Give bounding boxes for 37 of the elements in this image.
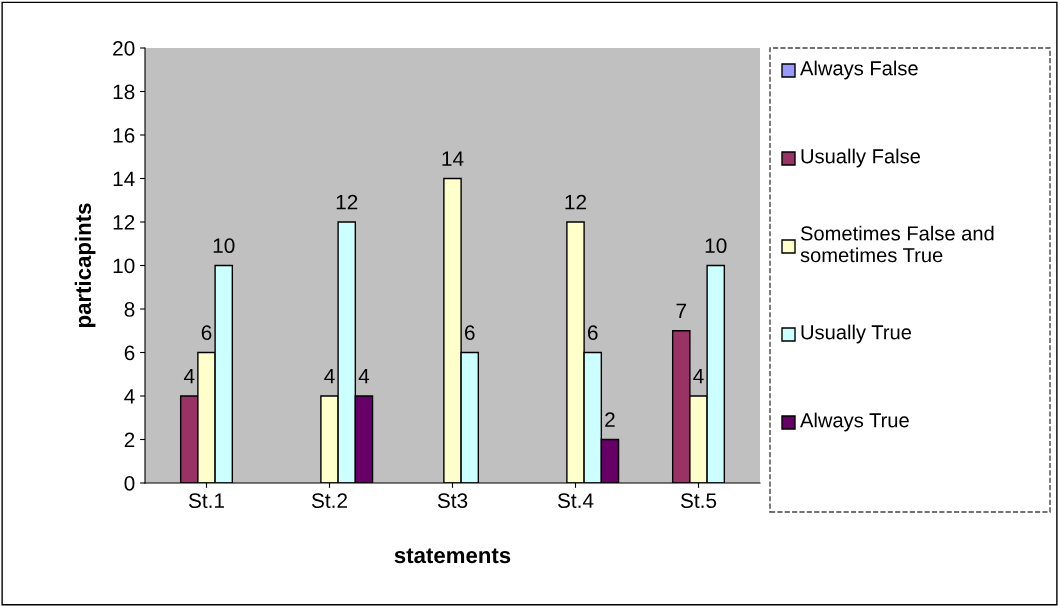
legend-label: Usually True — [801, 324, 912, 344]
x-tick-label: St.4 — [557, 493, 594, 509]
data-label: 10 — [213, 238, 235, 254]
y-axis-title: particapints — [74, 203, 96, 328]
legend-label: Always True — [800, 412, 909, 432]
y-tick-label: 2 — [124, 432, 135, 448]
x-tick-label: St.5 — [680, 493, 717, 509]
data-label: 2 — [605, 412, 615, 427]
y-tick-label: 10 — [113, 258, 135, 274]
data-label: 4 — [324, 369, 335, 384]
data-label: 12 — [336, 194, 358, 210]
y-tick-label: 16 — [113, 128, 135, 143]
data-label: 6 — [201, 325, 212, 341]
y-tick-label: 12 — [113, 215, 135, 230]
y-tick-label: 4 — [124, 389, 135, 404]
x-tick-label: St3 — [437, 493, 468, 509]
y-tick-label: 18 — [113, 84, 135, 100]
data-label: 10 — [705, 238, 727, 254]
data-label: 12 — [565, 194, 587, 210]
y-tick-label: 8 — [124, 302, 135, 317]
x-axis-title: statements — [394, 548, 511, 564]
legend-label: Usually False — [801, 148, 920, 168]
y-tick-label: 0 — [124, 476, 135, 491]
data-label: 4 — [183, 369, 195, 384]
legend-label: Sometimes False and sometimes True — [800, 225, 994, 263]
y-tick-label: 14 — [113, 171, 135, 187]
y-tick-label: 20 — [113, 41, 135, 56]
data-label: 4 — [693, 369, 704, 384]
x-tick-label: St.1 — [188, 493, 225, 509]
data-label: 6 — [464, 325, 475, 341]
y-tick-label: 6 — [124, 345, 135, 361]
data-label: 4 — [358, 369, 370, 384]
data-label: 7 — [676, 303, 687, 319]
x-tick-label: St.2 — [311, 493, 347, 509]
legend-label: Always False — [800, 60, 918, 80]
data-label: 14 — [442, 151, 464, 166]
data-label: 6 — [587, 325, 598, 341]
